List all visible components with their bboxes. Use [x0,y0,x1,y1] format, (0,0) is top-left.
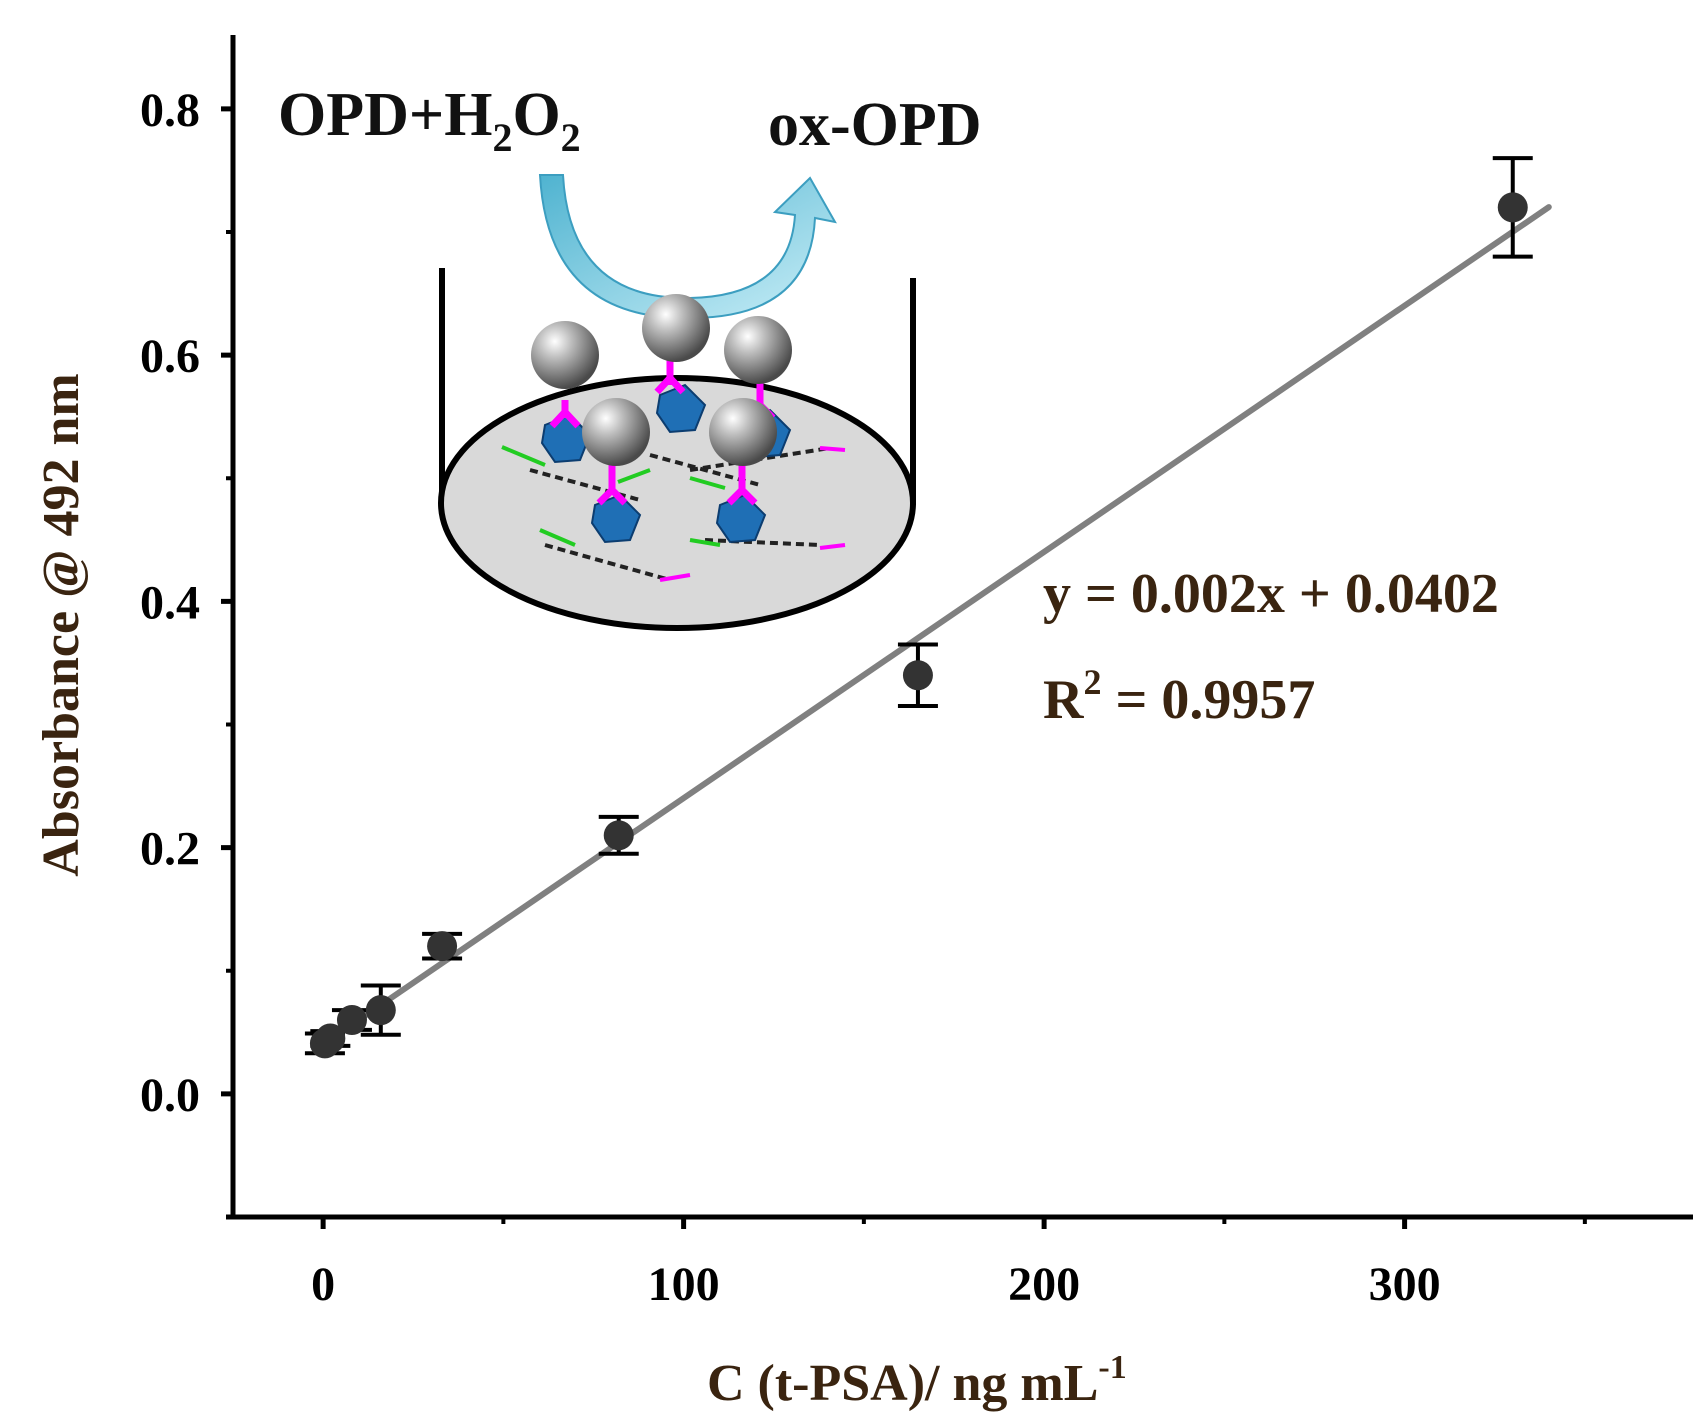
data-point [315,1023,346,1054]
y-tick-label: 0.2 [140,823,200,876]
data-point [427,931,458,962]
y-axis-title: Absorbance @ 492 nm [33,373,90,876]
reaction-product-label: ox-OPD [768,91,982,159]
x-tick-label: 300 [1369,1258,1441,1311]
x-ticks: 0 100 200 300 [311,1217,1587,1311]
data-point [336,1005,367,1035]
x-tick-label: 0 [311,1258,335,1311]
data-points [309,192,1528,1059]
fit-line [320,204,1552,1048]
gold-nanoparticles [531,294,792,466]
fit-line-layer [320,204,1552,1048]
reaction-reactant-label: OPD+H2O2 [278,81,581,160]
y-tick-label: 0.0 [140,1069,200,1122]
data-point [365,995,396,1026]
y-tick-label: 0.4 [140,576,200,629]
x-axis-title-sup: -1 [1098,1349,1126,1386]
x-tick-label: 100 [648,1258,720,1311]
y-ticks: 0.0 0.2 0.4 0.6 0.8 [140,84,233,1122]
x-axis-title: C (t-PSA)/ ng mL-1 [707,1349,1127,1412]
reaction-arrow-icon [538,174,837,320]
antigen-antibody-complexes [540,360,792,544]
data-point [1497,192,1528,223]
axes [226,35,1693,1220]
data-point [902,660,933,691]
regression-equation: y = 0.002x + 0.0402 [1043,563,1499,625]
inset-illustration: OPD+H2O2 ox-OPD [278,81,982,631]
data-point [603,820,634,851]
y-tick-label: 0.6 [140,330,200,383]
x-tick-label: 200 [1008,1258,1080,1311]
r-squared-label: R2 = 0.9957 [1043,662,1315,731]
y-tick-label: 0.8 [140,84,200,137]
